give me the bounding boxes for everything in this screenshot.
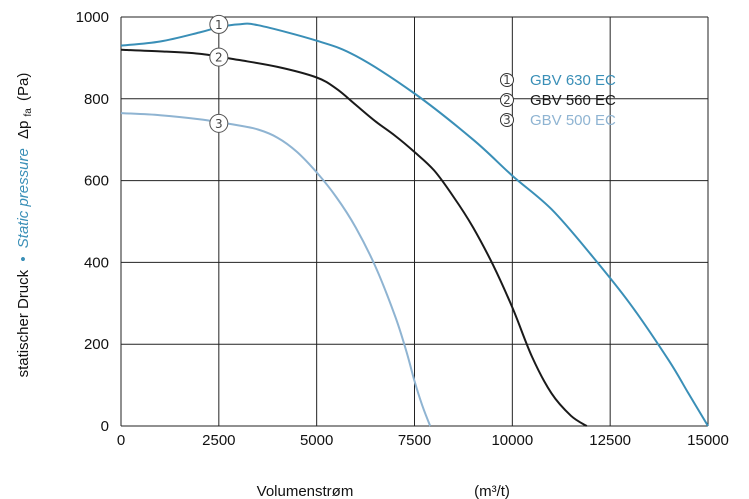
series-marker-1 <box>209 14 229 34</box>
y-axis-subscript: fa <box>23 108 34 117</box>
legend-marker-3 <box>500 113 514 127</box>
x-tick-label: 10000 <box>491 432 533 449</box>
legend: 1 GBV 630 EC 2 GBV 560 EC 3 GBV 500 EC <box>500 72 616 129</box>
x-tick-label: 7500 <box>398 432 431 449</box>
series-marker-3 <box>209 113 229 133</box>
series-marker-label-2: 2 <box>215 51 223 65</box>
legend-marker-2-label: 2 <box>503 93 511 107</box>
y-tick-label: 400 <box>84 254 109 271</box>
x-axis-unit: (m³/t) <box>474 483 510 499</box>
x-axis-label: Volumenstrøm <box>257 483 354 499</box>
legend-label-3: GBV 500 EC <box>530 112 616 129</box>
y-axis-title: statischer Druck • Static pressure Δp fa… <box>15 73 35 378</box>
legend-label-1: GBV 630 EC <box>530 72 616 89</box>
legend-entry-2: 2 GBV 560 EC <box>500 92 616 109</box>
legend-marker-3-label: 3 <box>503 113 511 127</box>
x-tick-label: 12500 <box>589 432 631 449</box>
legend-entry-1: 1 GBV 630 EC <box>500 72 616 89</box>
series-line-2 <box>120 48 588 427</box>
series-markers: 1 2 3 <box>209 14 229 133</box>
x-tick-label: 15000 <box>687 432 729 449</box>
legend-entry-3: 3 GBV 500 EC <box>500 112 616 129</box>
series-line-3 <box>120 112 432 427</box>
legend-marker-2 <box>500 93 514 107</box>
y-axis-unit: (Pa) <box>15 73 32 101</box>
legend-marker-1 <box>500 73 514 87</box>
y-tick-label: 1000 <box>76 9 109 26</box>
y-tick-label: 600 <box>84 173 109 190</box>
x-tick-label: 5000 <box>300 432 333 449</box>
x-tick-label: 0 <box>117 432 125 449</box>
legend-marker-1-label: 1 <box>503 73 511 87</box>
legend-label-2: GBV 560 EC <box>530 92 616 109</box>
x-tick-label: 2500 <box>202 432 235 449</box>
series-marker-2 <box>209 47 229 67</box>
series-marker-label-3: 3 <box>215 117 223 131</box>
x-axis-title: Volumenstrøm (m³/t) <box>257 483 510 499</box>
y-axis-separator: • <box>15 256 32 261</box>
y-tick-label: 200 <box>84 336 109 353</box>
y-axis-symbol: Δp <box>15 121 32 139</box>
y-axis-label-de: statischer Druck <box>15 269 32 377</box>
y-axis-label-en: Static pressure <box>15 148 32 248</box>
tick-labels: 0 2500 5000 7500 10000 12500 15000 0 200 400 600 80… <box>76 9 729 449</box>
grid-lines <box>120 16 709 427</box>
series-marker-label-1: 1 <box>215 18 223 32</box>
y-tick-label: 800 <box>84 91 109 108</box>
y-tick-label: 0 <box>101 418 109 435</box>
